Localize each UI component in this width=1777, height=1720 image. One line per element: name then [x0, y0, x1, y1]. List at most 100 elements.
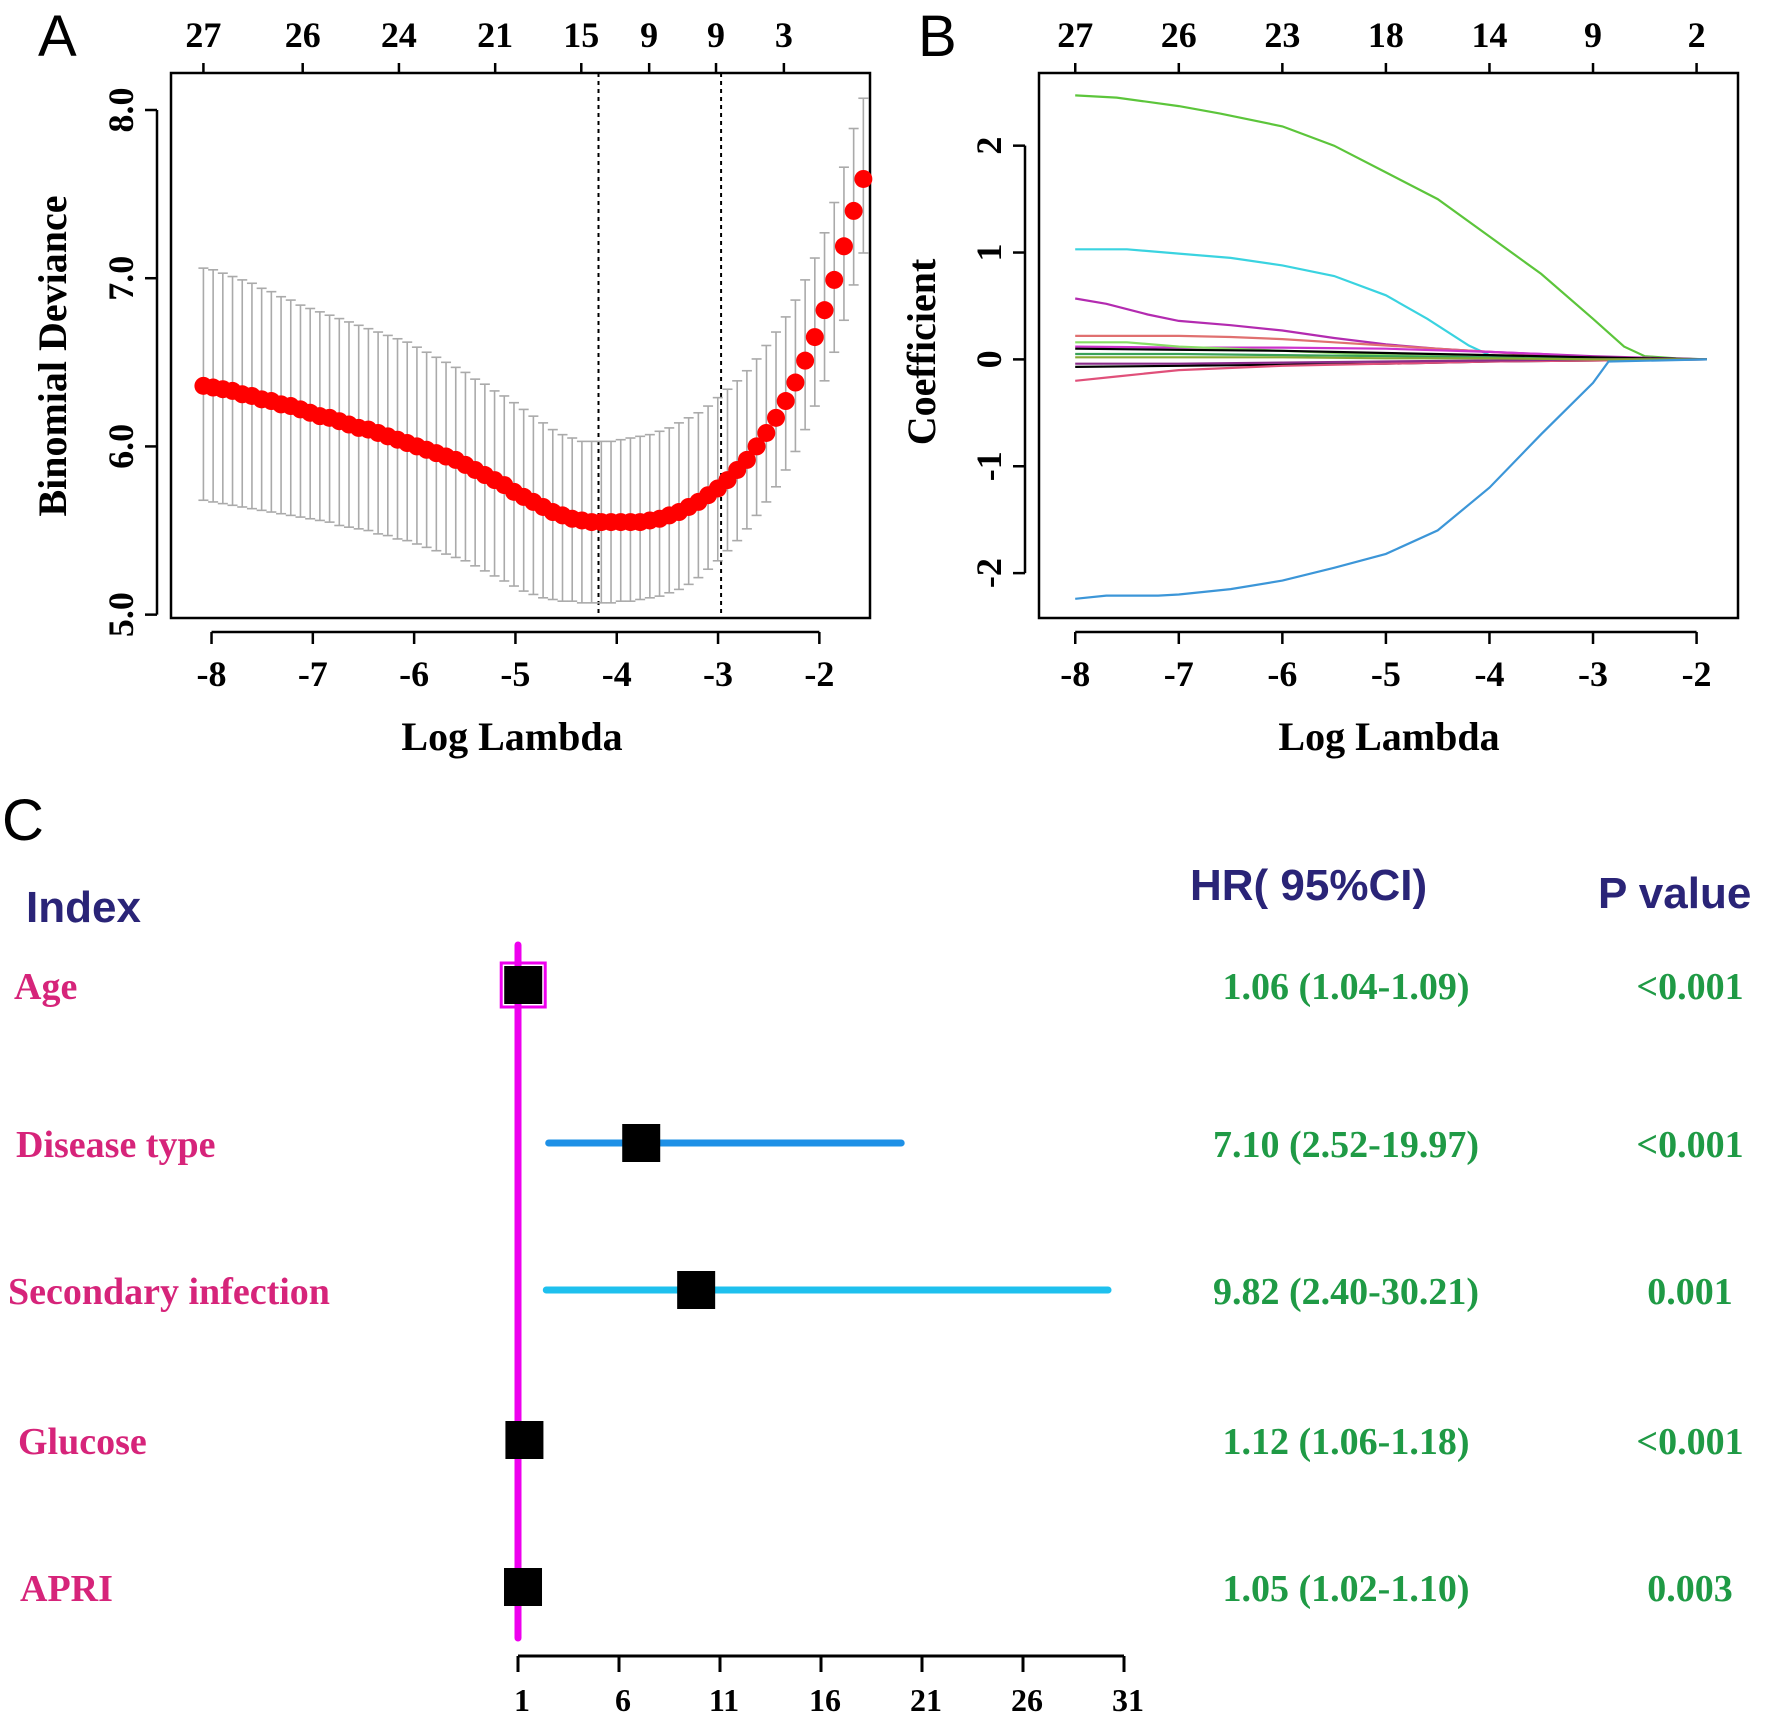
coefficient-path-black-a — [1075, 347, 1707, 361]
panel-c-label: C — [2, 788, 44, 853]
panel-a-x-tick-label: -7 — [298, 654, 328, 694]
panel-a-x-tick-label: -8 — [197, 654, 227, 694]
panel-b-x-tick-label: -2 — [1682, 654, 1712, 694]
panel-b-x-tick-label: -7 — [1164, 654, 1194, 694]
panel-b-top-tick-label: 26 — [1161, 15, 1197, 55]
forest-hr-marker — [677, 1271, 716, 1309]
forest-p-value: <0.001 — [1636, 1124, 1743, 1166]
coefficient-path-green — [1075, 94, 1707, 361]
panel-a-top-tick-label: 9 — [640, 15, 658, 55]
panel-a-top-tick-label: 3 — [775, 15, 793, 55]
panel-b-x-label: Log Lambda — [1278, 714, 1499, 759]
panel-b-top-tick-label: 18 — [1368, 15, 1404, 55]
panel-a-top-tick-label: 9 — [707, 15, 725, 55]
forest-row-label: Glucose — [18, 1421, 147, 1463]
coefficient-path-olive — [1075, 356, 1707, 361]
panel-a-top-tick-label: 24 — [381, 15, 417, 55]
deviance-point — [854, 169, 873, 188]
forest-header-hr: HR( 95%CI) — [1190, 861, 1427, 910]
panel-b-y-tick-label: 2 — [969, 137, 1009, 155]
coefficient-path-cyan — [1075, 248, 1707, 361]
panel-a-error-bars — [198, 97, 869, 604]
panel-a-x-tick-label: -6 — [399, 654, 429, 694]
forest-p-value: 0.001 — [1647, 1271, 1733, 1313]
deviance-point — [757, 423, 776, 442]
forest-header-p: P value — [1598, 869, 1751, 918]
panel-b-axes: -8 -7 -6 -5 -4 -3 -2 -2 -1 0 1 2 27 26 23 18 14 9 2 — [969, 15, 1712, 694]
deviance-point — [825, 270, 844, 289]
deviance-point — [737, 450, 756, 469]
forest-x-tick-label: 26 — [1011, 1682, 1043, 1718]
panel-b-y-tick-label: -1 — [969, 451, 1009, 481]
forest-x-tick-label: 31 — [1112, 1682, 1144, 1718]
panel-a-x-tick-label: -2 — [804, 654, 834, 694]
panel-a-label: A — [38, 4, 77, 69]
panel-b-y-label: Coefficient — [899, 258, 944, 445]
panel-b-x-tick-label: -3 — [1578, 654, 1608, 694]
deviance-point — [815, 301, 834, 320]
panel-b-top-tick-label: 23 — [1264, 15, 1300, 55]
panel-b-plot-frame — [1037, 71, 1740, 620]
panel-b-x-tick-label: -6 — [1267, 654, 1297, 694]
panel-b-coefficient-paths — [1075, 94, 1707, 600]
forest-hr-value: 7.10 (2.52-19.97) — [1213, 1124, 1479, 1166]
panel-a-y-label: Binomial Deviance — [30, 195, 75, 516]
panel-a-y-tick-label: 8.0 — [101, 88, 141, 133]
deviance-point — [747, 437, 766, 456]
panel-b-label: B — [918, 4, 957, 69]
panel-a-y-tick-label: 7.0 — [101, 256, 141, 301]
forest-x-axis: 1 6 11 16 21 26 31 — [514, 1654, 1144, 1718]
deviance-point — [796, 351, 815, 370]
panel-a-y-tick-label: 6.0 — [101, 424, 141, 469]
forest-hr-value: 9.82 (2.40-30.21) — [1213, 1271, 1479, 1313]
forest-x-tick-label: 16 — [809, 1682, 841, 1718]
panel-a-vlines — [597, 73, 723, 618]
forest-hr-marker — [622, 1124, 661, 1162]
forest-x-tick-label: 11 — [709, 1682, 739, 1718]
forest-header-index: Index — [26, 883, 141, 932]
forest-row-label: Secondary infection — [8, 1271, 330, 1313]
panel-a-top-tick-label: 26 — [285, 15, 321, 55]
deviance-point — [834, 237, 853, 256]
panel-b-top-tick-label: 2 — [1688, 15, 1706, 55]
deviance-point — [805, 328, 824, 347]
panel-b-y-tick-label: -2 — [969, 558, 1009, 588]
deviance-point — [776, 392, 795, 411]
forest-hr-value: 1.06 (1.04-1.09) — [1223, 966, 1470, 1008]
forest-hr-marker — [504, 966, 543, 1004]
panel-b-y-tick-label: 0 — [969, 350, 1009, 368]
panel-b-top-tick-label: 27 — [1057, 15, 1093, 55]
forest-row-label: Age — [14, 966, 77, 1008]
panel-a-x-tick-label: -4 — [602, 654, 632, 694]
panel-b-y-tick-label: 1 — [969, 244, 1009, 262]
panel-a-axes: -8 -7 -6 -5 -4 -3 -2 5.0 6.0 7.0 8.0 27 26 24 21 15 9 9 3 — [101, 15, 834, 694]
panel-a-points — [194, 169, 873, 532]
forest-x-tick-label: 1 — [514, 1682, 530, 1718]
panel-b-x-tick-label: -4 — [1474, 654, 1504, 694]
forest-p-value: <0.001 — [1636, 966, 1743, 1008]
panel-a-top-tick-label: 27 — [185, 15, 221, 55]
forest-marker-outline — [499, 961, 547, 1009]
panel-b: B -8 -7 -6 -5 -4 -3 -2 -2 -1 0 1 2 27 26 23 18 14 9 2 Log … — [899, 4, 1740, 759]
forest-p-value: 0.003 — [1647, 1568, 1733, 1610]
coefficient-path-blue — [1075, 358, 1707, 600]
panel-a-x-tick-label: -3 — [703, 654, 733, 694]
forest-row-label: APRI — [20, 1568, 113, 1610]
panel-a-plot-frame — [169, 71, 872, 620]
panel-b-x-tick-label: -8 — [1060, 654, 1090, 694]
forest-hr-marker — [505, 1421, 544, 1459]
forest-p-value: <0.001 — [1636, 1421, 1743, 1463]
deviance-point — [767, 408, 786, 427]
forest-hr-value: 1.12 (1.06-1.18) — [1223, 1421, 1470, 1463]
forest-x-tick-label: 6 — [615, 1682, 631, 1718]
deviance-point — [844, 201, 863, 220]
panel-a-x-label: Log Lambda — [401, 714, 622, 759]
forest-row-label: Disease type — [16, 1124, 215, 1166]
panel-a-top-tick-label: 15 — [563, 15, 599, 55]
panel-a-y-tick-label: 5.0 — [101, 592, 141, 637]
forest-hr-marker — [504, 1568, 543, 1606]
panel-b-top-tick-label: 14 — [1471, 15, 1507, 55]
panel-a: A -8 -7 -6 -5 -4 -3 -2 5.0 6.0 7.0 8.0 27 26 24 21 15 9 9… — [30, 4, 873, 759]
forest-hr-value: 1.05 (1.02-1.10) — [1223, 1568, 1470, 1610]
